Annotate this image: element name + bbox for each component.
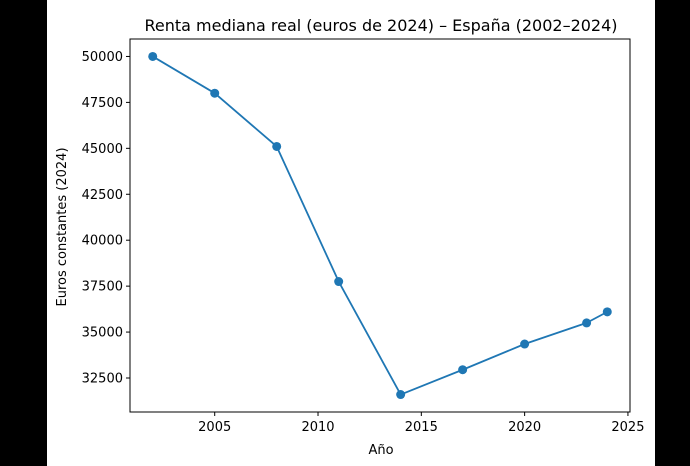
x-tick-label: 2020 (508, 420, 541, 435)
plot-area: 2005 2010 2015 2020 2025 32500 35000 37500 40000… (82, 38, 644, 435)
plot-frame (129, 38, 631, 413)
data-point (148, 51, 158, 61)
data-point (396, 390, 406, 400)
data-point (458, 365, 468, 375)
y-tick-label: 47500 (82, 96, 123, 111)
data-point (272, 141, 282, 151)
data-point (582, 318, 592, 328)
chart-title: Renta mediana real (euros de 2024) – Esp… (144, 16, 617, 35)
x-tick-label: 2005 (198, 420, 231, 435)
data-point (520, 339, 530, 349)
series-line (152, 55, 608, 396)
y-tick-label: 32500 (82, 372, 123, 387)
y-axis-title: Euros constantes (2024) (55, 147, 70, 306)
y-tick-label: 37500 (82, 280, 123, 295)
line-chart: Renta mediana real (euros de 2024) – Esp… (55, 16, 644, 458)
y-tick-label: 40000 (82, 234, 123, 249)
y-tick-label: 45000 (82, 142, 123, 157)
y-tick-label: 42500 (82, 188, 123, 203)
x-tick-label: 2010 (301, 420, 334, 435)
data-point (210, 88, 220, 98)
y-tick-label: 50000 (82, 50, 123, 65)
chart-figure: Renta mediana real (euros de 2024) – Esp… (47, 0, 655, 466)
data-point (334, 277, 344, 287)
y-tick-label: 35000 (82, 326, 123, 341)
x-tick-label: 2025 (611, 420, 644, 435)
x-tick-label: 2015 (405, 420, 438, 435)
data-point (602, 307, 612, 317)
x-axis-title: Año (368, 443, 393, 458)
